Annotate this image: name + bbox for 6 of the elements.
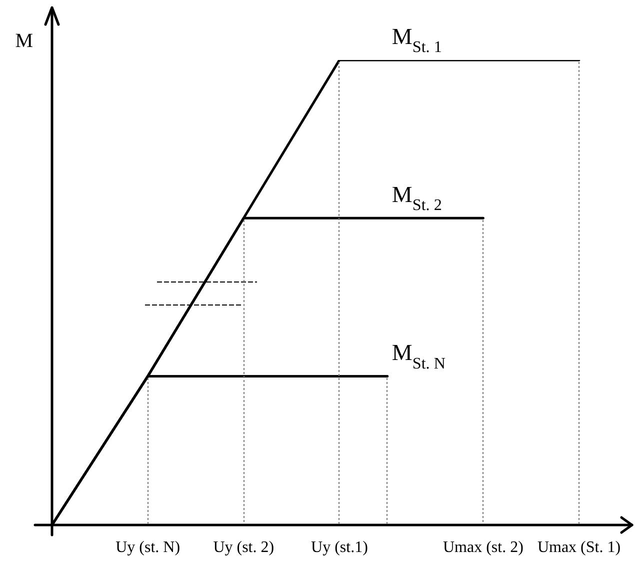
y-axis-title: M xyxy=(15,30,34,52)
x-tick-label: Umax (St. 1) xyxy=(537,538,621,556)
x-tick-label: Uy (st. 2) xyxy=(213,538,274,556)
x-tick-label: Umax (st. 2) xyxy=(442,538,524,556)
x-tick-label: Uy (st.1) xyxy=(311,538,368,556)
x-tick-label: Uy (st. N) xyxy=(116,538,180,556)
